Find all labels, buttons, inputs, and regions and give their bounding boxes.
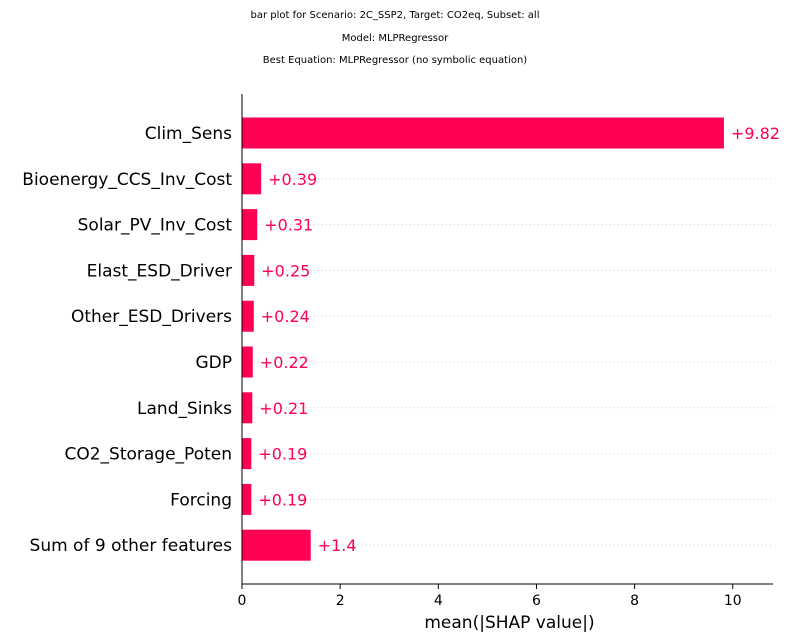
x-tick-label: 6	[532, 593, 541, 609]
x-tick-label: 4	[434, 593, 443, 609]
category-label: CO2_Storage_Poten	[64, 445, 232, 465]
category-label: Land_Sinks	[137, 399, 232, 419]
category-labels: Clim_Sens Bioenergy_CCS_Inv_Cost Solar_PV_…	[22, 124, 232, 556]
category-label: GDP	[195, 353, 232, 373]
gridlines	[242, 132, 773, 546]
category-label: Elast_ESD_Driver	[87, 261, 232, 281]
category-label: Other_ESD_Drivers	[71, 307, 232, 327]
value-label: +0.31	[264, 216, 313, 235]
bar	[242, 254, 255, 286]
bar	[242, 300, 254, 332]
x-tick-label: 10	[724, 593, 742, 609]
bar	[242, 392, 253, 424]
value-label: +0.19	[258, 490, 307, 509]
x-axis-ticks: 0 2 4 6 8 10	[238, 584, 742, 609]
value-label: +9.82	[731, 124, 780, 143]
value-label: +0.25	[261, 261, 310, 280]
x-tick-label: 8	[630, 593, 639, 609]
bars	[242, 117, 724, 561]
chart-title-line-1: bar plot for Scenario: 2C_SSP2, Target: …	[250, 10, 540, 21]
category-label: Solar_PV_Inv_Cost	[78, 216, 233, 236]
value-labels: +9.82 +0.39 +0.31 +0.25 +0.24 +0.22 +0.21 +0.19…	[258, 124, 780, 555]
value-label: +0.24	[261, 307, 310, 326]
value-label: +0.22	[260, 353, 309, 372]
x-tick-label: 2	[336, 593, 345, 609]
category-label: Forcing	[170, 490, 232, 510]
value-label: +0.19	[258, 445, 307, 464]
chart-title-line-2: Model: MLPRegressor	[341, 33, 449, 44]
bar	[242, 483, 252, 515]
bar	[242, 438, 252, 470]
category-label: Bioenergy_CCS_Inv_Cost	[22, 170, 232, 190]
bar	[242, 117, 724, 149]
bar	[242, 529, 311, 561]
value-label: +0.21	[259, 399, 308, 418]
category-label: Clim_Sens	[145, 124, 232, 144]
value-label: +0.39	[268, 170, 317, 189]
x-axis-label: mean(|SHAP value|)	[424, 613, 594, 633]
bar	[242, 346, 253, 378]
x-tick-label: 0	[238, 593, 247, 609]
category-label: Sum of 9 other features	[30, 536, 233, 556]
bar	[242, 209, 258, 241]
value-label: +1.4	[318, 536, 357, 555]
bar	[242, 163, 262, 195]
chart-title-line-3: Best Equation: MLPRegressor (no symbolic…	[262, 55, 528, 66]
